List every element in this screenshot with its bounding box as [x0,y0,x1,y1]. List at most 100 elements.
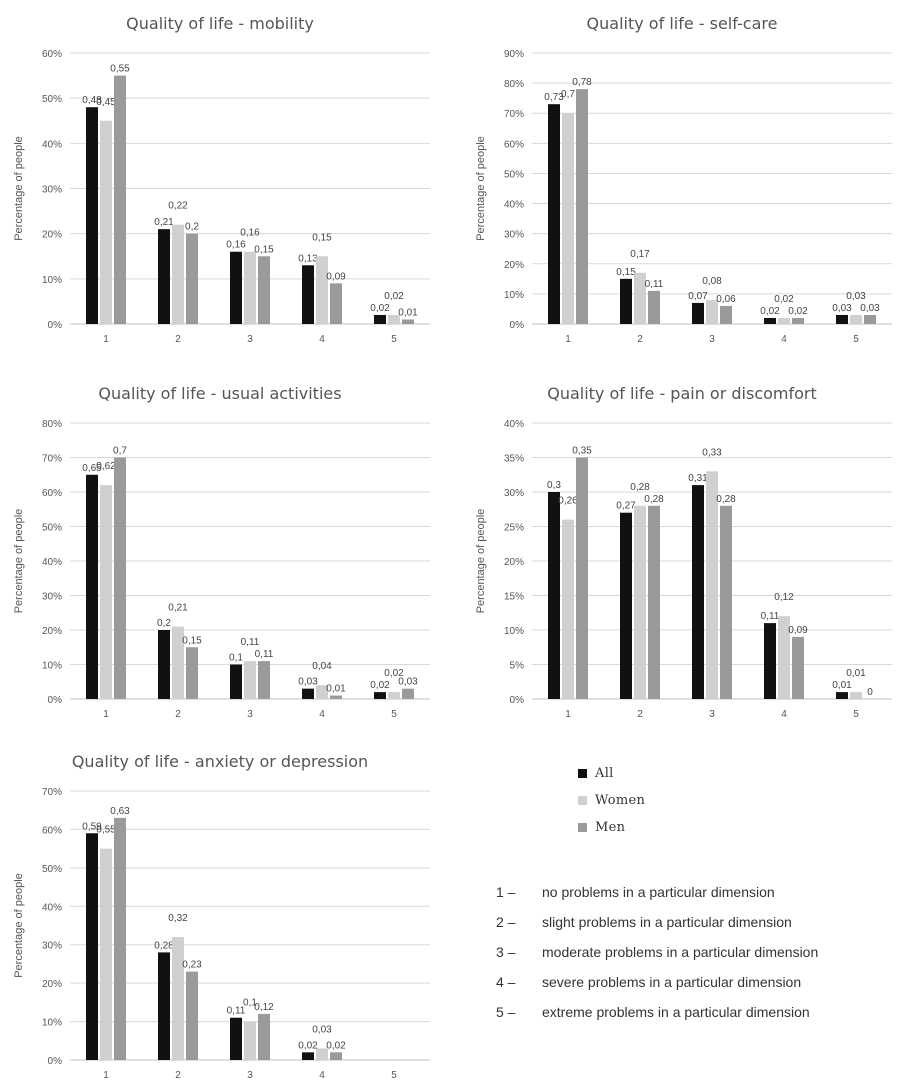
data-label: 0,09 [788,625,808,636]
data-label: 0,55 [96,825,116,836]
bar-men [864,314,876,324]
data-label: 0,21 [168,603,188,614]
bar-men [330,1052,342,1060]
x-tick-label: 4 [319,1070,325,1081]
bar-women [316,256,328,324]
y-tick-label: 70% [504,109,524,120]
data-label: 0,01 [326,684,346,695]
data-label: 0,62 [96,461,116,472]
chart-title: Quality of life - usual activities [98,384,342,403]
x-tick-label: 2 [637,334,643,345]
bar-women [172,224,184,324]
x-tick-label: 4 [319,709,325,720]
y-tick-label: 15% [504,592,524,603]
bar-men [330,283,342,324]
data-label: 0,02 [774,294,794,305]
legend-swatch-men [578,823,587,832]
y-axis-label: Percentage of people [475,509,487,614]
x-tick-label: 2 [175,709,181,720]
data-label: 0,15 [616,267,636,278]
bar-women [244,251,256,324]
data-label: 0,02 [384,291,404,302]
x-tick-label: 1 [103,709,109,720]
bar-men [186,233,198,324]
y-tick-label: 20% [504,260,524,271]
y-tick-label: 60% [42,488,62,499]
scale-note: 4 – severe problems in a particular dime… [496,967,818,997]
data-label: 0,07 [688,291,708,302]
bar-women [172,937,184,1060]
data-label: 0,7 [113,446,127,457]
bar-all [692,485,704,699]
data-label: 0,01 [846,668,866,679]
y-tick-label: 40% [504,200,524,211]
data-label: 0,15 [312,232,332,243]
x-tick-label: 3 [247,1070,253,1081]
data-label: 0,09 [326,271,346,282]
data-label: 0,06 [716,294,736,305]
data-label: 0,17 [630,249,650,260]
data-label: 0,03 [846,291,866,302]
bar-women [634,505,646,699]
bar-women [100,485,112,699]
data-label: 0,03 [860,303,880,314]
data-label: 0,12 [774,592,794,603]
y-tick-label: 20% [42,230,62,241]
scale-note-text: extreme problems in a particular dimensi… [542,1004,810,1020]
x-tick-label: 1 [103,334,109,345]
data-label: 0,1 [243,998,257,1009]
bar-men [114,817,126,1060]
y-tick-label: 10% [504,290,524,301]
y-tick-label: 20% [42,979,62,990]
x-tick-label: 3 [247,334,253,345]
y-tick-label: 50% [504,169,524,180]
bar-women [316,1048,328,1060]
y-tick-label: 0% [48,1056,63,1067]
data-label: 0,16 [226,240,246,251]
bar-men [402,688,414,699]
y-axis-label: Percentage of people [475,136,487,241]
data-label: 0,03 [832,303,852,314]
data-label: 0,28 [716,494,736,505]
scale-note-text: no problems in a particular dimension [542,884,775,900]
y-tick-label: 80% [504,79,524,90]
bar-men [330,695,342,699]
scale-note-text: moderate problems in a particular dimens… [542,944,819,960]
x-tick-label: 1 [565,709,571,720]
bar-men [720,305,732,324]
x-tick-label: 3 [709,334,715,345]
x-tick-label: 1 [565,334,571,345]
x-tick-label: 4 [781,709,787,720]
y-tick-label: 0% [510,695,525,706]
x-tick-label: 2 [637,709,643,720]
data-label: 0,02 [760,306,780,317]
bar-men [720,505,732,699]
bar-all [158,229,170,324]
data-label: 0,04 [312,661,332,672]
bar-women [778,317,790,324]
data-label: 0,11 [255,649,274,660]
scale-note-text: severe problems in a particular dimensio… [542,974,802,990]
x-tick-label: 2 [175,334,181,345]
bar-all [86,833,98,1060]
data-label: 0,01 [398,307,418,318]
bar-all [836,314,848,324]
chart-usual-activities: 0% 10% 20% 30% 40% 50% 60% 70% 80% Percentage of … [13,419,430,720]
data-label: 0,15 [254,244,274,255]
bar-women [100,120,112,324]
x-tick-label: 1 [103,1070,109,1081]
data-label: 0,2 [185,222,199,233]
legend-item-women: Women [578,787,645,814]
bar-men [576,89,588,324]
data-label: 0,11 [761,611,780,622]
bar-women [388,692,400,699]
y-tick-label: 30% [504,488,524,499]
data-label: 0,03 [398,677,418,688]
bar-all [86,474,98,699]
y-tick-label: 35% [504,454,524,465]
data-label: 0,3 [547,480,561,491]
scale-note-number: 4 – [496,974,516,990]
bar-men [258,1013,270,1060]
y-tick-label: 25% [504,523,524,534]
bar-all [764,623,776,699]
